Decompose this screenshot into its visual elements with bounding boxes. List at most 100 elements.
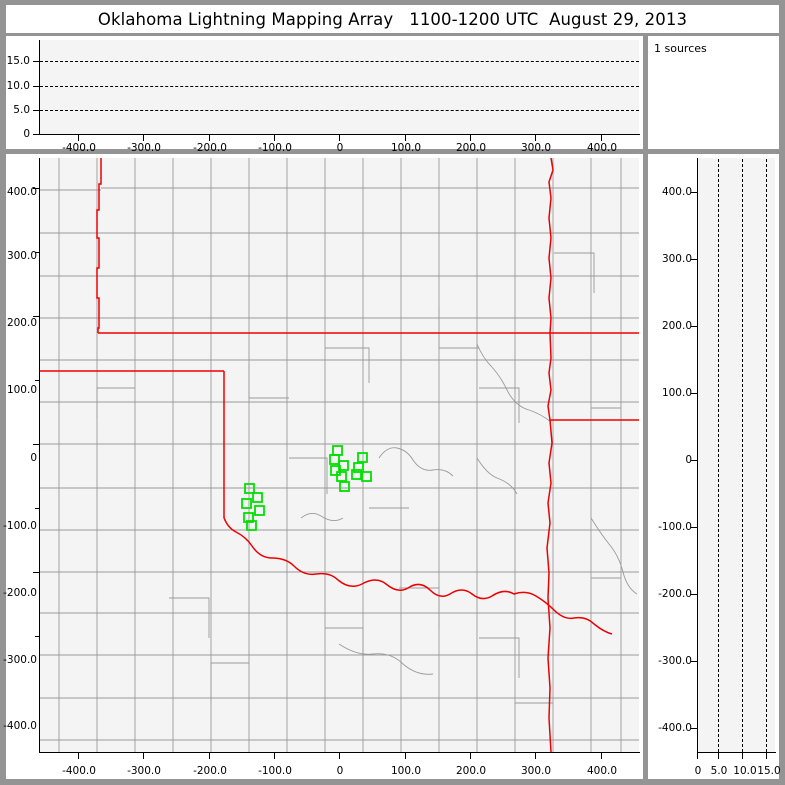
top-x-tick-100 [405, 135, 407, 141]
map-y-minor-tick-250 [35, 380, 40, 382]
right-x-label-10: 10.0 [733, 765, 757, 777]
map-y-axis-line [39, 158, 41, 753]
map-x-label-200: 200.0 [455, 765, 487, 777]
altitude-vs-east-west-panel: 15.0 10.0 5.0 0 [6, 36, 643, 149]
top-y-axis-line [39, 40, 41, 135]
top-y-label-15: 15.0 [6, 55, 30, 67]
source-marker [336, 471, 347, 482]
map-x-tick-0 [339, 753, 341, 759]
top-x-label--300: -300.0 [127, 142, 161, 154]
map-y-label-100: 100.0 [6, 384, 37, 396]
map-y-label--200: -200.0 [3, 587, 37, 599]
source-marker [244, 483, 255, 494]
right-gridline-5 [718, 159, 719, 752]
map-y-label--100: -100.0 [3, 520, 37, 532]
right-x-tick-5 [718, 753, 720, 759]
map-x-tick--400 [78, 753, 80, 759]
map-x-label--100: -100.0 [258, 765, 292, 777]
map-x-label--400: -400.0 [62, 765, 96, 777]
source-marker [332, 445, 343, 456]
map-y-minor-tick-350 [35, 252, 40, 254]
plan-view-map-panel [6, 154, 643, 779]
source-marker [246, 520, 257, 531]
top-x-tick--200 [209, 135, 211, 141]
source-marker [243, 512, 254, 523]
map-geography [39, 158, 639, 752]
top-x-tick-200 [470, 135, 472, 141]
source-marker [361, 471, 372, 482]
source-count-text: 1 sources [654, 42, 707, 55]
map-plot-area [39, 158, 639, 752]
top-x-label-300: 300.0 [520, 142, 552, 154]
top-y-tick-15 [33, 61, 40, 63]
map-y-minor-tick-50 [35, 636, 40, 638]
top-x-label-0: 0 [336, 142, 344, 154]
map-x-label-300: 300.0 [520, 765, 552, 777]
right-plot-area [697, 158, 775, 752]
top-gridline-10 [40, 86, 639, 87]
source-marker [353, 462, 364, 473]
top-plot-area [39, 40, 639, 134]
map-x-tick-300 [535, 753, 537, 759]
top-gridline-5 [40, 110, 639, 111]
right-y-tick--100 [691, 527, 698, 529]
right-gridline-10 [742, 159, 743, 752]
source-marker [339, 481, 350, 492]
top-gridline-15 [40, 61, 639, 62]
source-marker [330, 465, 341, 476]
top-x-label-400: 400.0 [586, 142, 618, 154]
right-x-axis-line [697, 752, 776, 754]
source-marker [254, 505, 265, 516]
map-x-tick-400 [601, 753, 603, 759]
map-y-label-200: 200.0 [6, 317, 37, 329]
top-x-axis-line [39, 134, 640, 136]
top-x-label--100: -100.0 [258, 142, 292, 154]
right-y-tick--300 [691, 661, 698, 663]
map-y-tick-400 [33, 188, 40, 190]
right-y-axis-line [697, 158, 699, 753]
map-y-label-0: 0 [30, 452, 37, 464]
source-marker [351, 469, 362, 480]
right-x-tick-15 [766, 753, 768, 759]
map-x-axis-line [39, 752, 640, 754]
right-x-label-5: 5.0 [710, 765, 728, 777]
top-y-tick-10 [33, 86, 40, 88]
right-y-tick-400 [691, 192, 698, 194]
map-x-label--200: -200.0 [193, 765, 227, 777]
top-x-label-200: 200.0 [455, 142, 487, 154]
right-y-label--300: -300.0 [658, 655, 692, 667]
source-markers [241, 445, 372, 531]
top-x-tick--100 [274, 135, 276, 141]
top-y-label-5: 5.0 [13, 104, 30, 116]
top-x-tick-0 [339, 135, 341, 141]
page-title-text: Oklahoma Lightning Mapping Array 1100-12… [97, 9, 688, 29]
right-x-label-15: 15.0 [757, 765, 781, 777]
right-y-label--100: -100.0 [658, 521, 692, 533]
right-y-tick--200 [691, 594, 698, 596]
right-y-tick-100 [691, 393, 698, 395]
map-x-label--300: -300.0 [127, 765, 161, 777]
map-y-label--300: -300.0 [3, 654, 37, 666]
right-y-tick-300 [691, 259, 698, 261]
top-y-tick-5 [33, 110, 40, 112]
right-y-tick-200 [691, 326, 698, 328]
map-x-label-0: 0 [336, 765, 344, 777]
top-x-tick--300 [143, 135, 145, 141]
source-marker [241, 498, 252, 509]
source-marker [329, 454, 340, 465]
top-x-tick-400 [601, 135, 603, 141]
map-y-minor-tick-150 [35, 508, 40, 510]
map-x-tick-100 [405, 753, 407, 759]
right-gridline-15 [766, 159, 767, 752]
county-boundaries [39, 158, 639, 752]
top-x-tick-300 [535, 135, 537, 141]
right-y-tick--400 [691, 728, 698, 730]
source-marker [357, 452, 368, 463]
map-x-label-100: 100.0 [390, 765, 422, 777]
right-y-label-100: 100.0 [661, 387, 692, 399]
right-y-tick-0 [691, 460, 698, 462]
top-x-label--400: -400.0 [62, 142, 96, 154]
right-x-tick-0 [697, 753, 699, 759]
map-y-tick-300 [33, 316, 40, 318]
